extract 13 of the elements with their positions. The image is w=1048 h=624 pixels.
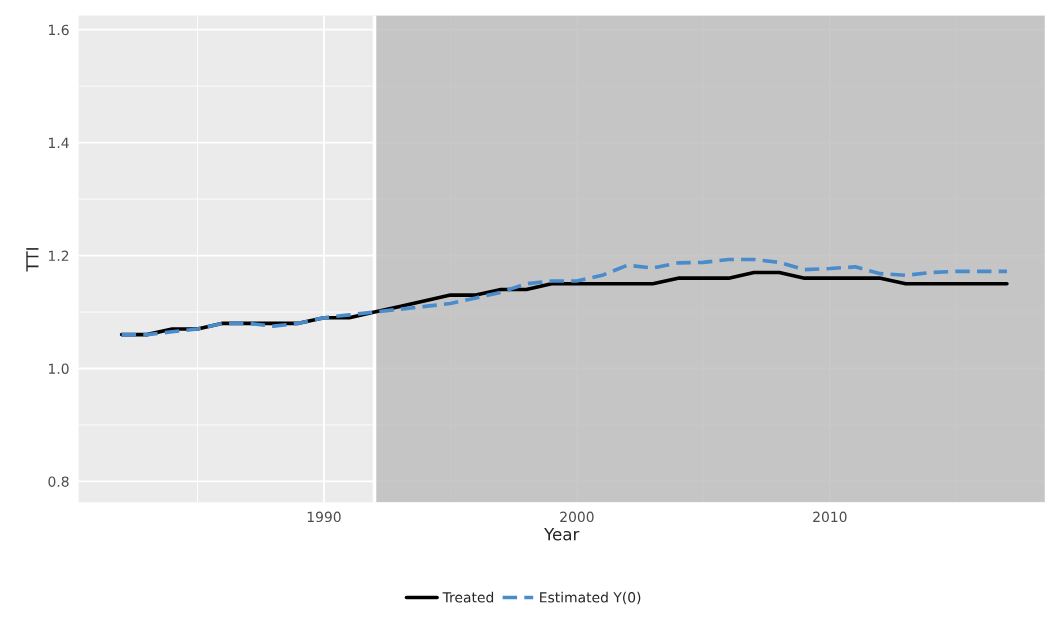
y-tick-label: 1.2 xyxy=(49,250,69,261)
x-tick-label: 2000 xyxy=(560,511,594,523)
y-tick-label: 1.4 xyxy=(49,137,69,148)
legend-label: Treated xyxy=(442,591,494,603)
y-tick-label: 1.0 xyxy=(49,363,69,374)
x-tick-label: 1990 xyxy=(307,511,341,523)
x-axis-title: Year xyxy=(544,528,580,541)
x-tick-label: 2010 xyxy=(813,511,847,523)
y-axis-title: TTI xyxy=(26,248,39,272)
y-tick-label: 0.8 xyxy=(48,476,69,487)
y-tick-label: 1.6 xyxy=(49,24,69,36)
line-series xyxy=(119,257,1009,337)
legend-label: Estimated Y(0) xyxy=(540,591,641,605)
